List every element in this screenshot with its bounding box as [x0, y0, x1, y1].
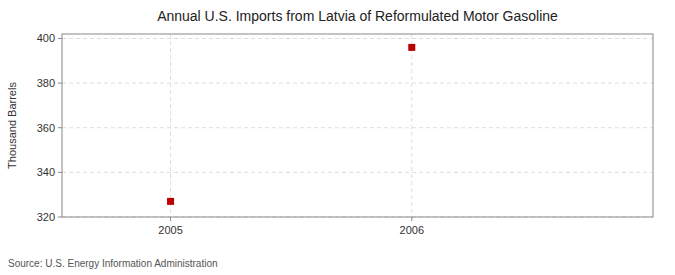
- x-tick-label: 2006: [400, 224, 424, 236]
- y-axis-label: Thousand Barrels: [6, 82, 18, 169]
- y-tick: [58, 172, 62, 173]
- y-tick-label: 360: [37, 122, 55, 134]
- y-grid-line: [62, 38, 653, 39]
- point: [408, 44, 415, 51]
- x-grid-line: [411, 34, 412, 217]
- y-tick-label: 400: [37, 32, 55, 44]
- y-grid-line: [62, 172, 653, 173]
- chart: 2005 2006 320 340 360 380 400 Thousand Barrels A…: [0, 0, 675, 275]
- x-tick-label: 2005: [158, 224, 182, 236]
- plot-frame: [62, 34, 653, 217]
- x-axis: 2005 2006: [158, 217, 424, 236]
- grid: [62, 34, 653, 217]
- y-grid-line: [62, 83, 653, 84]
- title: Annual U.S. Imports from Latvia of Refor…: [157, 8, 558, 24]
- x-tick: [170, 217, 171, 221]
- y-tick-label: 320: [37, 211, 55, 223]
- y-tick: [58, 83, 62, 84]
- plot-area: [62, 34, 653, 217]
- x-grid-line: [170, 34, 171, 217]
- y-tick: [58, 127, 62, 128]
- y-tick: [58, 38, 62, 39]
- y-tick-label: 340: [37, 166, 55, 178]
- point: [167, 198, 174, 205]
- source-note: Source: U.S. Energy Information Administ…: [8, 258, 218, 269]
- marks: [167, 44, 415, 205]
- y-grid-line: [62, 127, 653, 128]
- y-axis: 320 340 360 380 400: [37, 32, 62, 223]
- y-tick-label: 380: [37, 77, 55, 89]
- x-tick: [411, 217, 412, 221]
- y-tick: [58, 217, 62, 218]
